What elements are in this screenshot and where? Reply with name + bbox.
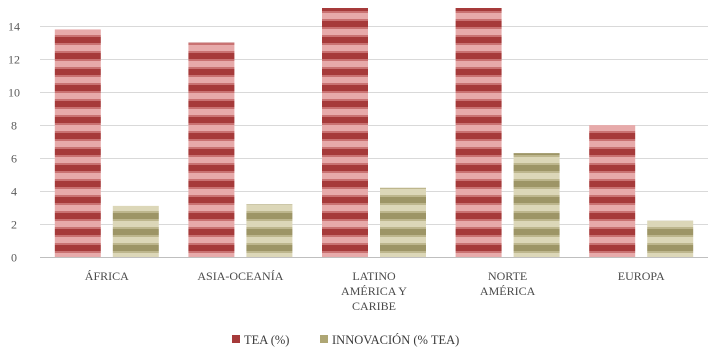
legend-swatch <box>232 335 240 343</box>
x-category-label: LATINO <box>352 269 396 283</box>
bar-tea-4 <box>589 125 636 257</box>
y-axis-tick-labels: 0 2 4 6 8 10 12 14 <box>8 20 20 265</box>
bar-innovacion-2 <box>380 187 426 257</box>
bar-innovacion-3 <box>513 153 560 257</box>
y-tick-label: 10 <box>8 86 20 100</box>
legend-label: TEA (%) <box>244 333 289 347</box>
x-category-label: ASIA-OCEANÍA <box>197 269 283 283</box>
bar-tea-3 <box>455 8 502 257</box>
y-tick-label: 6 <box>11 152 17 166</box>
bar-innovacion-4 <box>647 220 694 257</box>
y-tick-label: 12 <box>8 53 20 67</box>
x-category-label: ÁFRICA <box>85 269 129 283</box>
bar-innovacion-1 <box>246 204 293 257</box>
x-category-label: AMÉRICA <box>480 284 536 298</box>
x-category-label: AMÉRICA Y <box>341 284 407 298</box>
y-tick-label: 0 <box>11 251 17 265</box>
y-tick-label: 14 <box>8 20 20 34</box>
y-tick-label: 8 <box>11 119 17 133</box>
x-category-label: CARIBE <box>352 299 396 313</box>
x-category-label: NORTE <box>488 269 527 283</box>
bars <box>54 8 694 258</box>
y-tick-label: 4 <box>11 185 17 199</box>
y-tick-label: 2 <box>11 218 17 232</box>
bar-tea-1 <box>188 42 235 258</box>
bar-tea-2 <box>322 8 368 257</box>
legend-label: INNOVACIÓN (% TEA) <box>332 333 459 347</box>
bar-tea-0 <box>54 29 101 257</box>
legend: TEA (%) INNOVACIÓN (% TEA) <box>232 333 459 347</box>
legend-swatch <box>320 335 328 343</box>
x-category-label: EUROPA <box>618 269 665 283</box>
bar-innovacion-0 <box>112 205 159 257</box>
